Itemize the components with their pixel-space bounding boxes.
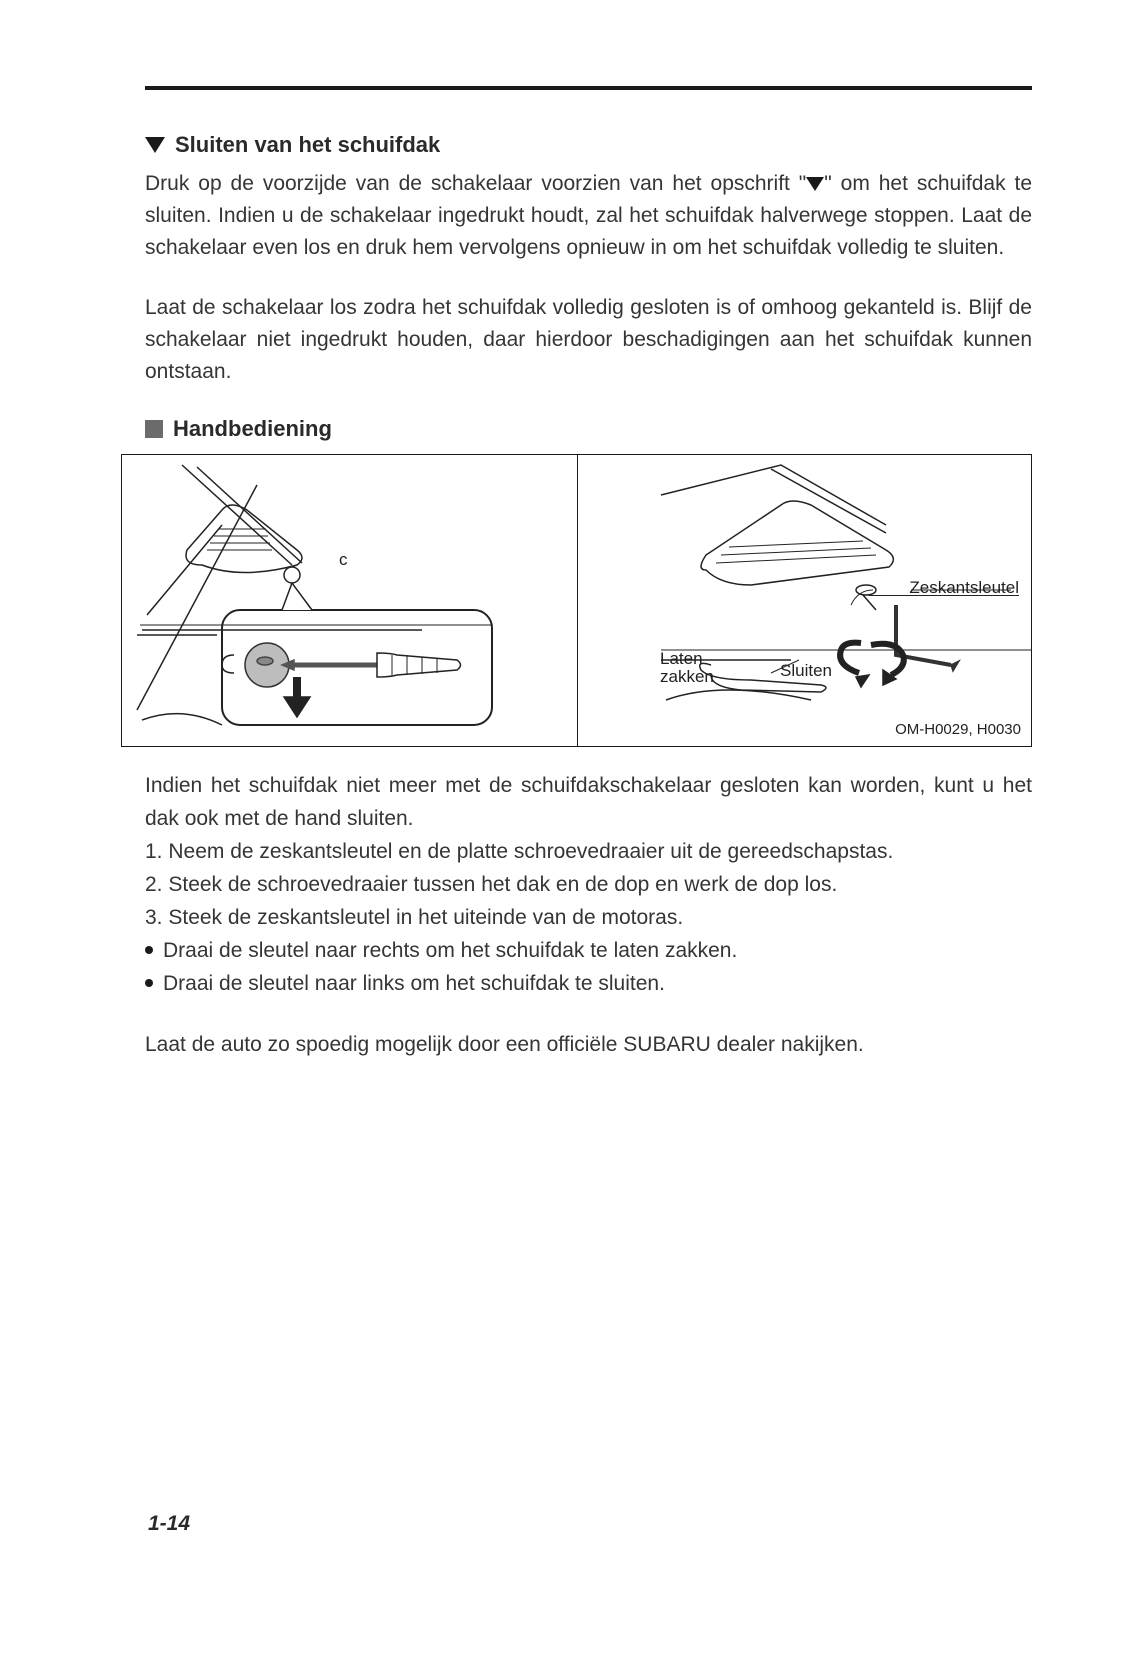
- inline-triangle-down-icon: [806, 177, 824, 191]
- section-1-para-2: Laat de schakelaar los zodra het schuifd…: [145, 292, 1032, 388]
- page-number: 1-14: [148, 1512, 190, 1536]
- section-2-step-3: 3. Steek de zeskantsleutel in het uitein…: [145, 901, 1032, 934]
- section-2-bullet-1-text: Draai de sleutel naar rechts om het schu…: [163, 939, 737, 962]
- section-1-para-1a: Druk op de voorzijde van de schakelaar v…: [145, 172, 806, 195]
- figure-left-svg: [122, 455, 502, 745]
- figure-underline-zeskantsleutel: [869, 595, 1019, 596]
- top-rule: [145, 86, 1032, 90]
- section-2-step-2: 2. Steek de schroevedraaier tussen het d…: [145, 868, 1032, 901]
- section-2-bullet-2-text: Draai de sleutel naar links om het schui…: [163, 972, 665, 995]
- section-2-intro: Indien het schuifdak niet meer met de sc…: [145, 769, 1032, 835]
- section-1-para-1: Druk op de voorzijde van de schakelaar v…: [145, 168, 1032, 264]
- figure-right-svg: [651, 455, 1031, 745]
- section-1-heading: Sluiten van het schuifdak: [145, 132, 1032, 158]
- figure-label-c: c: [339, 550, 348, 570]
- section-2-title-text: Handbediening: [173, 416, 332, 442]
- section-2-bullet-2: Draai de sleutel naar links om het schui…: [145, 967, 1032, 1000]
- figure-divider: [577, 455, 578, 746]
- figure-label-sluiten: Sluiten: [780, 661, 832, 681]
- square-bullet-icon: [145, 420, 163, 438]
- section-2-bullet-1: Draai de sleutel naar rechts om het schu…: [145, 934, 1032, 967]
- section-2-heading: Handbediening: [145, 416, 1032, 442]
- figure-handbediening: c: [121, 454, 1032, 747]
- section-2-closing: Laat de auto zo spoedig mogelijk door ee…: [145, 1028, 1032, 1061]
- section-2-step-1: 1. Neem de zeskantsleutel en de platte s…: [145, 835, 1032, 868]
- section-2-body: Indien het schuifdak niet meer met de sc…: [145, 769, 1032, 1061]
- section-1-title-text: Sluiten van het schuifdak: [175, 132, 440, 158]
- manual-page: Sluiten van het schuifdak Druk op de voo…: [0, 0, 1142, 1061]
- figure-label-laten: Laten: [660, 649, 703, 669]
- triangle-down-icon: [145, 137, 165, 153]
- figure-reference-code: OM-H0029, H0030: [895, 721, 1021, 738]
- figure-label-zakken: zakken: [660, 667, 714, 687]
